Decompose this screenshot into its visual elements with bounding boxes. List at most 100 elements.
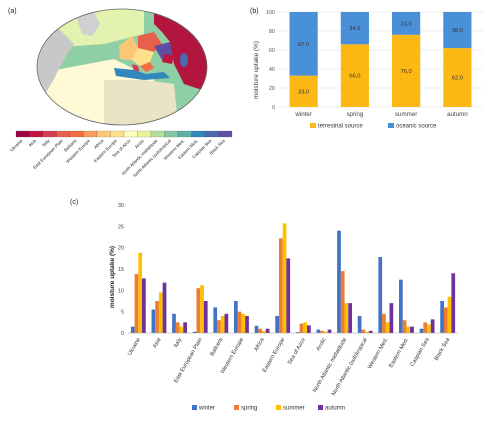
c-bar-asia-autumn (162, 282, 167, 333)
c-bar-east-european-plain-winter (192, 331, 197, 333)
legend-label-italy: Italy (41, 138, 51, 148)
greenland-land (76, 12, 100, 36)
c-bar-caspian-sea-winter (419, 328, 424, 333)
c-bar-eastern-europe-winter (275, 315, 279, 333)
c-xtick-africa: Africa (253, 336, 266, 352)
b-ytick-20: 20 (269, 86, 275, 92)
b-bar-winter-terrestrial-source (289, 75, 318, 107)
c-bar-eastern-med-spring (402, 320, 407, 333)
c-xtick-north-atlantic-sub-tropical: North Atlantic (sub)tropical (331, 337, 369, 397)
c-bar-eastern-med-autumn (410, 326, 414, 333)
c-bar-balkans-autumn (224, 313, 229, 333)
c-bar-arctic-winter (316, 329, 321, 333)
seasonal-source-chart: 33,0 67,0 66,0 34,0 76,0 24,0 62,0 38,0 0 20 40 60… (253, 10, 483, 130)
c-bar-africa-winter (254, 325, 259, 333)
b-ytick-60: 60 (269, 48, 275, 54)
c-bar-asia-winter (151, 309, 156, 333)
b-value-summer-oceanic-source: 24,0 (400, 21, 411, 27)
legend-swatch-east-european-plain (56, 130, 71, 138)
c-bar-africa-autumn (265, 328, 270, 333)
c-bar-western-med-summer (385, 322, 390, 333)
legend-label-africa: Africa (93, 138, 105, 150)
b-xtick-spring: spring (346, 111, 363, 118)
c-xtick-ukraine: Ukraine (127, 337, 142, 357)
legend-swatch-north-atlantic-midlatitude (150, 130, 165, 138)
b-value-autumn-terrestrial-source: 62,0 (452, 76, 463, 82)
c-xtick-eastern-med: Eastern Med. (388, 337, 410, 369)
eastern-europe-region (132, 48, 154, 66)
c-bar-asia-spring (155, 301, 159, 333)
c-ytick-20: 20 (118, 246, 124, 252)
c-ytick-15: 15 (118, 267, 124, 273)
c-bar-western-europe-autumn (245, 315, 249, 333)
legend-swatch-africa (96, 130, 111, 138)
b-ytick-40: 40 (269, 67, 275, 73)
c-bar-north-atlantic-sub-tropical-autumn (368, 330, 373, 333)
legend-swatch-asia (29, 130, 44, 138)
c-bar-western-europe-winter (234, 301, 238, 333)
legend-label-arctic: Arctic (134, 138, 146, 150)
b-bar-spring-terrestrial-source (340, 44, 369, 107)
c-bar-black-sea-spring (443, 307, 448, 333)
c-bar-balkans-summer (220, 315, 225, 333)
legend-swatch-eastern-med (191, 130, 206, 138)
c-xtick-caspian-sea: Caspian Sea (410, 336, 432, 368)
c-ytick-0: 0 (121, 331, 124, 337)
c-legend-label-summer: summer (283, 406, 305, 412)
c-bar-north-atlantic-midlatitude-summer (344, 303, 349, 333)
c-bar-eastern-europe-autumn (286, 258, 291, 333)
c-bar-caspian-sea-spring (423, 322, 428, 333)
north-america-land (37, 29, 74, 99)
b-bar-summer-oceanic-source (392, 12, 421, 35)
c-bar-italy-winter (172, 313, 176, 333)
c-bar-ukraine-summer (138, 252, 143, 333)
c-bar-north-atlantic-midlatitude-autumn (348, 303, 352, 333)
b-value-winter-oceanic-source: 67,0 (298, 42, 309, 48)
c-bar-africa-summer (262, 330, 266, 333)
c-ytick-10: 10 (118, 288, 124, 294)
c-xtick-balkans: Balkans (209, 337, 224, 357)
legend-swatch-north-atlantic-sub-tropical (164, 130, 179, 138)
c-bar-balkans-spring (217, 320, 221, 333)
c-bar-western-europe-summer (241, 313, 246, 333)
legend-swatch-black-sea (218, 130, 233, 138)
legend-swatch-italy (42, 130, 57, 138)
c-bar-north-atlantic-sub-tropical-winter (357, 315, 362, 333)
c-bar-balkans-winter (213, 307, 218, 333)
b-legend-swatch-terrestrial-source (310, 123, 316, 128)
c-bar-east-european-plain-summer (200, 285, 204, 333)
c-bar-ukraine-spring (134, 274, 139, 333)
legend-swatch-sea-of-azov (123, 130, 138, 138)
panel-label-c: (c) (70, 199, 79, 206)
c-xtick-western-med: Western Med. (367, 337, 390, 370)
c-bar-eastern-med-summer (406, 326, 411, 333)
c-xtick-eastern-europe: Eastern Europe (262, 337, 287, 374)
c-bar-africa-spring (258, 328, 263, 333)
b-bar-winter-oceanic-source (289, 12, 318, 76)
c-bar-sea-of-azov-summer (303, 322, 308, 333)
b-value-spring-oceanic-source: 34,0 (349, 26, 360, 32)
c-legend-label-autumn: autumn (325, 406, 345, 412)
b-bar-summer-terrestrial-source (392, 34, 421, 107)
c-y-axis-label: moisture uptake (%) (109, 246, 116, 308)
c-legend-swatch-winter (192, 405, 197, 410)
b-xtick-winter: winter (294, 111, 312, 118)
b-ytick-80: 80 (269, 29, 275, 35)
c-bar-western-med-spring (382, 313, 386, 333)
b-xtick-summer: summer (395, 111, 417, 118)
legend-swatch-western-med (177, 130, 192, 138)
b-y-axis-label: moisture uptake (%) (253, 41, 260, 99)
c-bar-east-european-plain-autumn (203, 301, 208, 333)
c-xtick-asia: Asia (152, 336, 163, 349)
c-bar-sea-of-azov-winter (295, 332, 300, 333)
b-xtick-autumn: autumn (447, 111, 468, 118)
b-ytick-0: 0 (272, 105, 275, 111)
c-bar-north-atlantic-midlatitude-spring (340, 271, 345, 333)
balkans-region (140, 62, 154, 72)
c-bar-western-med-autumn (389, 303, 394, 333)
legend-swatch-western-europe (83, 130, 98, 138)
c-bar-black-sea-summer (447, 296, 452, 333)
c-bar-black-sea-autumn (451, 273, 456, 333)
